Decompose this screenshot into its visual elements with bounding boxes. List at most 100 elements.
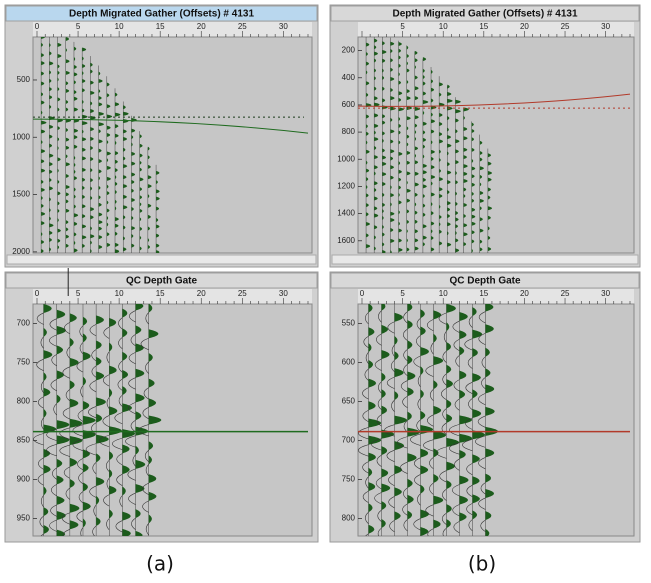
wiggle-lobe — [463, 242, 467, 247]
wiggle-lobe — [147, 146, 150, 151]
wiggle-neg — [119, 495, 123, 508]
wiggle-lobe — [90, 101, 93, 106]
wiggle-lobe — [455, 171, 457, 176]
wiggle-lobe — [82, 88, 85, 93]
wiggle-lobe — [439, 187, 443, 192]
wiggle-lobe — [368, 452, 376, 462]
wiggle-lobe — [422, 75, 425, 80]
scrollbar — [331, 254, 639, 265]
wiggle-lobe — [41, 221, 45, 226]
wiggle-lobe — [41, 61, 45, 66]
wiggle-lobe — [382, 75, 385, 80]
wiggle-lobe — [115, 206, 117, 211]
wiggle-lobe — [422, 81, 426, 86]
wiggle-lobe — [65, 59, 70, 64]
wiggle-lobe — [446, 461, 455, 471]
wiggle-lobe — [73, 107, 78, 112]
wiggle-lobe — [390, 227, 394, 233]
wiggle-lobe — [49, 134, 53, 139]
wiggle-neg — [50, 379, 57, 392]
wiggle-lobe — [398, 192, 400, 197]
wiggle-lobe — [56, 495, 65, 505]
wiggle-neg — [468, 519, 473, 532]
wiggle-neg — [51, 354, 57, 367]
wiggle-lobe — [57, 97, 61, 102]
wiggle-lobe — [398, 80, 401, 85]
wiggle-neg — [465, 417, 473, 430]
wiggle-lobe — [156, 218, 159, 223]
wiggle-lobe — [98, 71, 101, 76]
wiggle-lobe — [49, 61, 54, 66]
wiggle-lobe — [65, 137, 70, 142]
wiggle-neg — [423, 439, 434, 452]
wiggle-lobe — [135, 304, 144, 311]
wiggle-lobe — [122, 386, 127, 396]
wiggle-lobe — [41, 187, 45, 192]
wiggle-lobe — [431, 181, 433, 186]
wiggle-lobe — [65, 243, 69, 248]
wiggle-neg — [118, 394, 123, 407]
wiggle-neg — [76, 510, 84, 523]
panel: QC Depth Gate 0 5 10 15 20 25 30 700 750 800 850 900… — [4, 268, 319, 543]
wiggle-lobe — [422, 242, 425, 247]
y-tick-label: 600 — [342, 100, 356, 109]
wiggle-neg — [386, 376, 395, 389]
wiggle-lobe — [73, 96, 78, 101]
wiggle-lobe — [115, 223, 119, 228]
wiggle-lobe — [98, 235, 103, 240]
title-bar — [330, 272, 640, 289]
wiggle-lobe — [463, 202, 467, 208]
wiggle-neg — [145, 464, 149, 477]
wiggle-lobe — [394, 351, 399, 361]
wiggle-lobe — [90, 195, 93, 201]
wiggle-neg — [142, 407, 149, 420]
wiggle-lobe — [472, 494, 480, 504]
wiggle-neg — [38, 457, 44, 470]
wiggle-lobe — [374, 187, 377, 193]
wiggle-lobe — [49, 153, 54, 158]
wiggle-lobe — [98, 185, 101, 190]
wiggle-lobe — [390, 211, 395, 216]
wiggle-lobe — [431, 87, 435, 92]
wiggle-neg — [403, 487, 408, 500]
wiggle-lobe — [439, 222, 441, 227]
wiggle-lobe — [147, 184, 152, 189]
wiggle-lobe — [41, 71, 44, 76]
wiggle-lobe — [90, 226, 92, 231]
wiggle-lobe — [406, 219, 409, 224]
wiggle-lobe — [431, 69, 433, 74]
wiggle-lobe — [398, 185, 401, 190]
y-tick-label: 1000 — [337, 154, 355, 163]
wiggle-lobe — [374, 206, 378, 211]
wiggle-lobe — [73, 80, 76, 85]
wiggle-lobe — [148, 441, 154, 451]
wiggle-lobe — [382, 202, 385, 207]
wiggle-lobe — [57, 64, 60, 69]
wiggle-lobe — [455, 248, 460, 253]
wiggle-lobe — [487, 153, 492, 158]
wiggle-lobe — [56, 458, 63, 468]
wiggle-neg — [402, 395, 408, 408]
wiggle-lobe — [366, 160, 368, 165]
wiggle-lobe — [439, 132, 443, 137]
wiggle-lobe — [65, 154, 68, 159]
wiggle-lobe — [90, 207, 95, 212]
wiggle-neg — [130, 420, 136, 433]
wiggle-lobe — [398, 63, 401, 68]
wiggle-lobe — [106, 132, 111, 138]
wiggle-lobe — [459, 512, 467, 522]
wiggle-lobe — [49, 197, 51, 202]
wiggle-neg — [478, 311, 486, 324]
wiggle-lobe — [139, 177, 144, 182]
wiggle-lobe — [390, 96, 395, 101]
wiggle-neg — [462, 438, 473, 452]
wiggle-lobe — [57, 191, 61, 196]
wiggle-lobe — [406, 188, 411, 193]
wiggle-neg — [106, 518, 110, 531]
wiggle-lobe — [49, 51, 52, 56]
wiggle-lobe — [414, 130, 417, 135]
wiggle-lobe — [431, 119, 435, 124]
wiggle-lobe — [406, 229, 408, 234]
wiggle-neg — [468, 398, 473, 411]
wiggle-lobe — [49, 247, 51, 252]
